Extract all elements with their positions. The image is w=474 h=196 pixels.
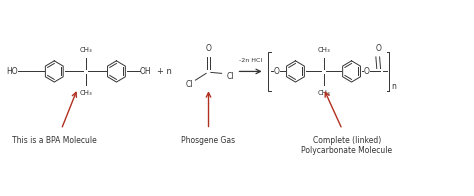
Text: This is a BPA Molecule: This is a BPA Molecule (12, 136, 97, 145)
Text: O: O (376, 44, 382, 53)
Text: CH₃: CH₃ (79, 47, 92, 53)
Text: OH: OH (140, 67, 151, 76)
Text: Cl: Cl (226, 72, 234, 81)
Text: O: O (273, 67, 279, 76)
Text: CH₃: CH₃ (317, 90, 330, 96)
Text: Phosgene Gas: Phosgene Gas (182, 136, 236, 145)
Text: O: O (206, 44, 211, 53)
Text: HO: HO (6, 67, 18, 76)
Text: -2n HCl: -2n HCl (239, 58, 262, 63)
Text: CH₃: CH₃ (79, 90, 92, 96)
Text: CH₃: CH₃ (317, 47, 330, 53)
Text: + n: + n (157, 67, 172, 76)
Text: Complete (linked)
Polycarbonate Molecule: Complete (linked) Polycarbonate Molecule (301, 136, 392, 155)
Text: n: n (391, 82, 396, 91)
Text: Cl: Cl (185, 80, 192, 89)
Text: O: O (364, 67, 369, 76)
